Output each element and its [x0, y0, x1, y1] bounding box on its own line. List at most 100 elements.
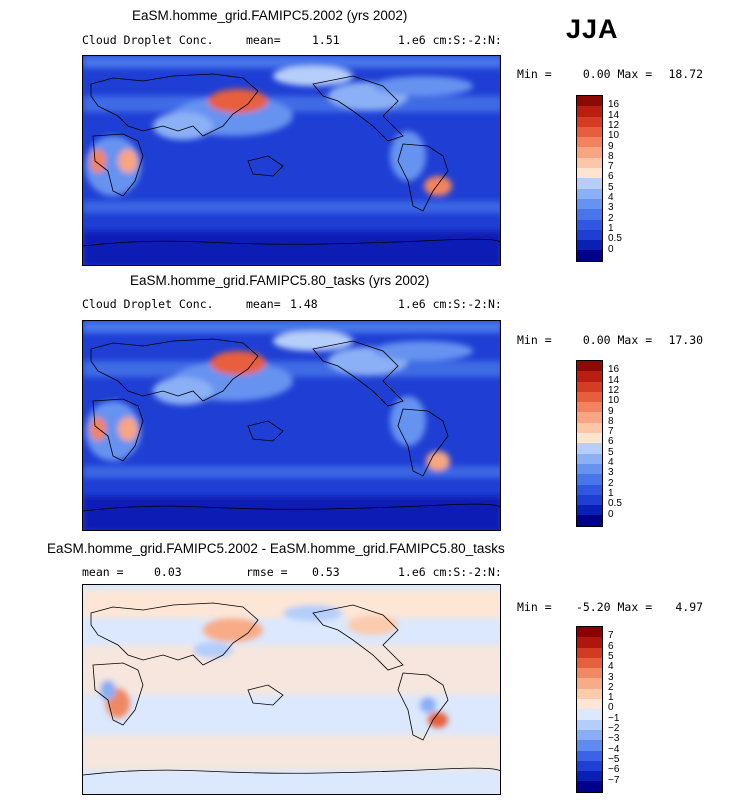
- panel-2-units: 1.e6 cm:S:-2:N:: [398, 297, 502, 311]
- colorbar-swatch: [577, 96, 602, 107]
- colorbar-swatch: [577, 515, 602, 526]
- colorbar-swatch: [577, 422, 602, 434]
- colorbar-tick-label: 6: [608, 436, 614, 448]
- colorbar-tick-label: 12: [608, 384, 620, 396]
- colorbar-swatch: [577, 412, 602, 423]
- colorbar-swatch: [577, 771, 602, 782]
- panel-2-mean-label: mean=: [246, 297, 281, 311]
- panel-2-minmax: Min = 0.00 Max = 17.30: [517, 333, 703, 347]
- colorbar-swatch: [577, 474, 602, 485]
- colorbar-swatch: [577, 627, 602, 638]
- panel-2-map: [82, 320, 501, 531]
- colorbar-tick-label: 0.5: [608, 233, 622, 245]
- colorbar-tick-label: 5: [608, 181, 614, 193]
- colorbar-tick-label: −1: [608, 712, 620, 724]
- colorbar-tick-label: 0: [608, 702, 614, 714]
- panel-1-colorbar-swatches: [576, 95, 603, 262]
- colorbar-tick-label: 0.5: [608, 498, 622, 510]
- colorbar-tick-label: 0: [608, 243, 614, 255]
- panel-2-max-label: Max =: [617, 333, 653, 347]
- colorbar-swatch: [577, 463, 602, 475]
- colorbar-swatch: [577, 433, 602, 444]
- colorbar-tick-label: 8: [608, 150, 614, 162]
- colorbar-swatch: [577, 198, 602, 210]
- colorbar-swatch: [577, 637, 602, 648]
- panel-2-mean: 1.48: [290, 297, 318, 311]
- colorbar-swatch: [577, 484, 602, 495]
- colorbar-swatch: [577, 168, 602, 179]
- colorbar-tick-label: 16: [608, 364, 620, 376]
- panel-3-rmse-label: rmse =: [246, 565, 288, 579]
- colorbar-tick-label: 5: [608, 446, 614, 458]
- colorbar-tick-label: 6: [608, 171, 614, 183]
- panel-1-max-label: Max =: [617, 67, 653, 81]
- colorbar-tick-label: 9: [608, 405, 614, 417]
- colorbar-swatch: [577, 750, 602, 761]
- panel-2-map-field: [83, 321, 500, 530]
- colorbar-tick-label: 10: [608, 130, 620, 142]
- colorbar-tick-label: 6: [608, 640, 614, 652]
- season-label: JJA: [566, 14, 619, 44]
- panel-2-variable: Cloud Droplet Conc.: [82, 297, 214, 311]
- colorbar-swatch: [577, 381, 602, 392]
- colorbar-swatch: [577, 709, 602, 720]
- colorbar-tick-label: 12: [608, 119, 620, 131]
- panel-1-max: 18.72: [668, 67, 704, 81]
- panel-3-mean: 0.03: [154, 565, 182, 579]
- colorbar-tick-label: −3: [608, 733, 620, 745]
- panel-1-min: 0.00: [582, 67, 611, 81]
- panel-2-min: 0.00: [582, 333, 611, 347]
- panel-3-title: EaSM.homme_grid.FAMIPC5.2002 - EaSM.homm…: [47, 541, 505, 556]
- colorbar-swatch: [577, 494, 602, 506]
- colorbar-swatch: [577, 443, 602, 454]
- colorbar-tick-label: −7: [608, 774, 620, 786]
- colorbar-tick-label: 10: [608, 395, 620, 407]
- colorbar-tick-label: 3: [608, 202, 614, 214]
- panel-1-title: EaSM.homme_grid.FAMIPC5.2002 (yrs 2002): [132, 8, 408, 23]
- colorbar-tick-label: 7: [608, 161, 614, 173]
- panel-3-units: 1.e6 cm:S:-2:N:: [398, 565, 502, 579]
- colorbar-tick-label: 4: [608, 457, 614, 468]
- colorbar-tick-label: 1: [608, 222, 614, 234]
- panel-1-variable: Cloud Droplet Conc.: [82, 33, 214, 47]
- panel-3-map-field: [83, 585, 500, 794]
- colorbar-swatch: [577, 699, 602, 710]
- colorbar-swatch: [577, 240, 602, 251]
- colorbar-swatch: [577, 688, 602, 700]
- colorbar-swatch: [577, 657, 602, 669]
- panel-3-min-label: Min =: [517, 600, 552, 614]
- panel-3-minmax: Min = -5.20 Max = 4.97: [517, 600, 703, 614]
- colorbar-swatch: [577, 781, 602, 792]
- colorbar-tick-label: 3: [608, 467, 614, 479]
- colorbar-swatch: [577, 126, 602, 138]
- colorbar-tick-label: 16: [608, 99, 620, 111]
- colorbar-swatch: [577, 116, 602, 127]
- panel-1-map-field: [83, 56, 500, 265]
- panel-2-title: EaSM.homme_grid.FAMIPC5.80_tasks (yrs 20…: [130, 273, 430, 288]
- colorbar-swatch: [577, 678, 602, 689]
- panel-3-max: 4.97: [675, 600, 704, 614]
- panel-2-colorbar-swatches: [576, 360, 603, 527]
- colorbar-tick-label: 0: [608, 508, 614, 520]
- panel-1-minmax: Min = 0.00 Max = 18.72: [517, 67, 703, 81]
- panel-1-min-label: Min =: [517, 67, 552, 81]
- panel-2-max: 17.30: [668, 333, 704, 347]
- colorbar-swatch: [577, 719, 602, 730]
- colorbar-swatch: [577, 391, 602, 403]
- panel-3-colorbar-swatches: [576, 626, 603, 793]
- colorbar-swatch: [577, 668, 602, 679]
- colorbar-tick-label: 1: [608, 487, 614, 499]
- colorbar-swatch: [577, 137, 602, 148]
- colorbar-swatch: [577, 505, 602, 516]
- colorbar-swatch: [577, 361, 602, 372]
- colorbar-tick-label: −5: [608, 753, 620, 765]
- colorbar-swatch: [577, 106, 602, 117]
- panel-3-mean-label: mean =: [82, 565, 124, 579]
- panel-2-min-label: Min =: [517, 333, 552, 347]
- colorbar-swatch: [577, 760, 602, 772]
- colorbar-tick-label: −2: [608, 723, 620, 734]
- colorbar-tick-label: 4: [608, 192, 614, 203]
- colorbar-tick-label: 7: [608, 426, 614, 438]
- colorbar-tick-label: 14: [608, 109, 620, 121]
- panel-3-min: -5.20: [575, 600, 611, 614]
